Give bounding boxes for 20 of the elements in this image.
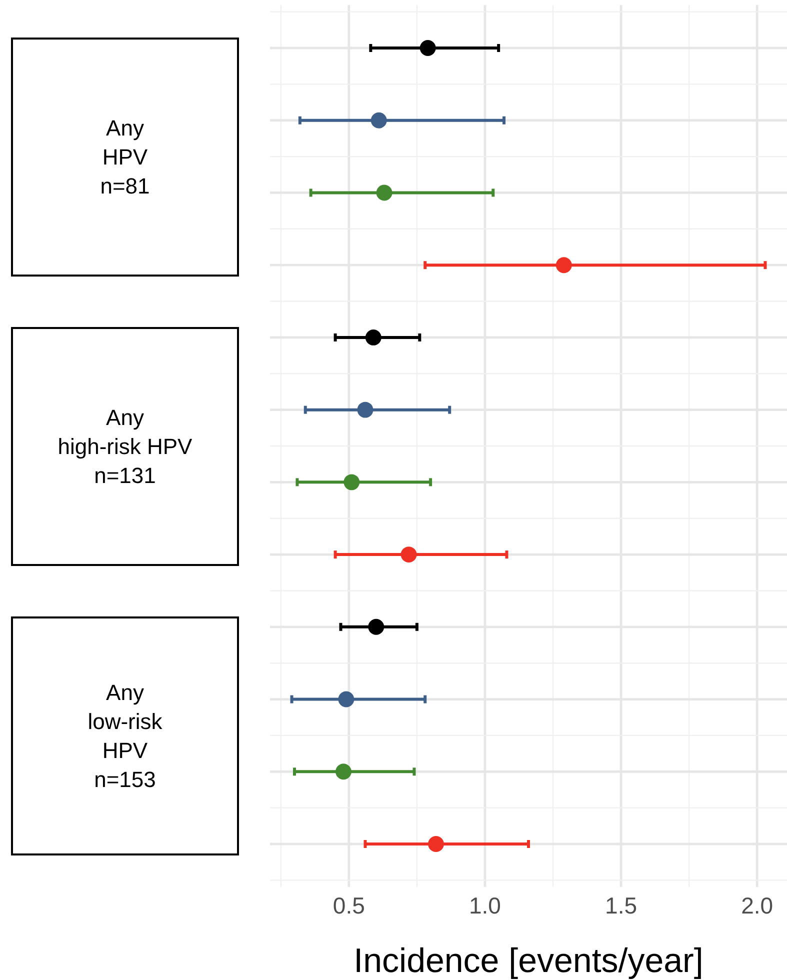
- point: [420, 40, 436, 56]
- point: [368, 618, 384, 635]
- text: Any high-risk HPV n=131: [58, 405, 193, 488]
- point: [344, 474, 360, 490]
- x-tick-label: 1.5: [605, 892, 638, 918]
- text: Any HPV n=81: [100, 116, 150, 199]
- x-tick-label: 1.0: [468, 892, 501, 918]
- point: [376, 184, 392, 201]
- x-tick-label: 0.5: [332, 892, 365, 918]
- point: [338, 691, 354, 708]
- point: [370, 112, 387, 128]
- point: [365, 329, 382, 346]
- point: [335, 764, 352, 780]
- point: [400, 546, 417, 563]
- point: [428, 836, 444, 852]
- x-axis-title: Incidence [events/year]: [354, 942, 704, 980]
- x-tick-label: 2.0: [741, 892, 774, 918]
- point: [357, 402, 374, 418]
- text: Any low-risk HPV n=153: [88, 680, 164, 792]
- point: [556, 257, 572, 274]
